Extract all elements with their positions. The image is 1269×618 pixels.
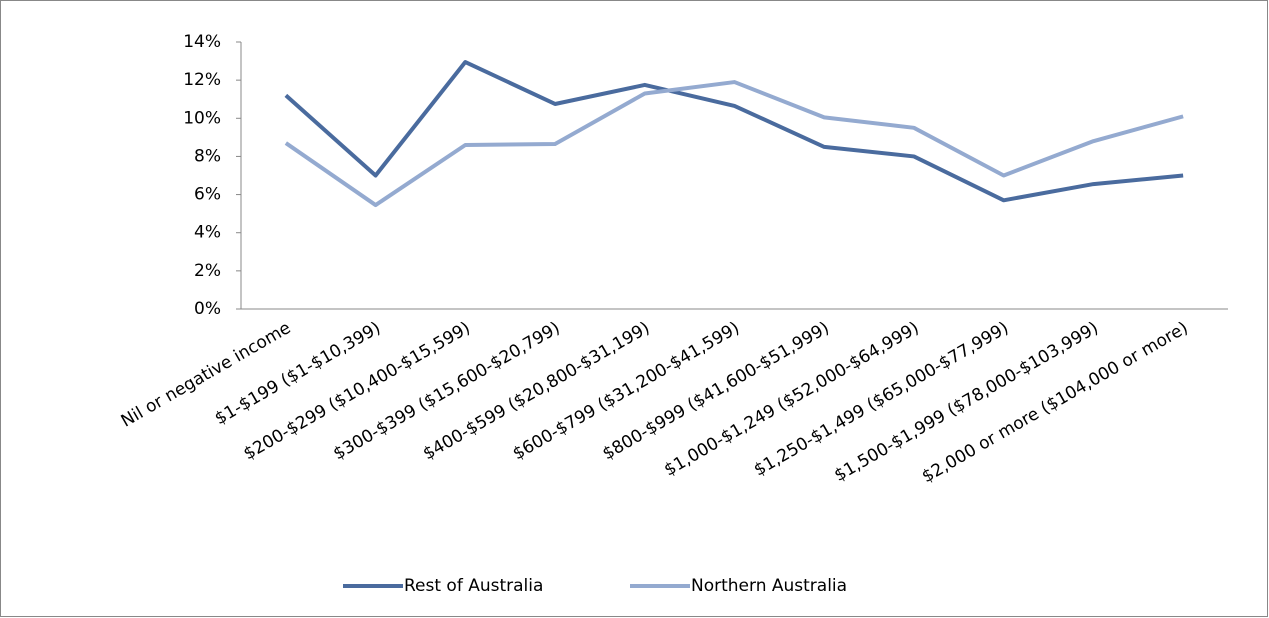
y-tick-label: 8% xyxy=(194,146,221,166)
y-tick-label: 2% xyxy=(194,261,221,281)
legend-label: Northern Australia xyxy=(691,576,847,596)
legend-label: Rest of Australia xyxy=(404,576,543,596)
series-line xyxy=(284,60,1184,203)
y-tick-label: 12% xyxy=(183,70,221,90)
y-tick-label: 6% xyxy=(194,185,221,205)
y-tick-label: 4% xyxy=(194,223,221,243)
y-tick-label: 14% xyxy=(183,32,221,52)
y-tick-label: 0% xyxy=(194,299,221,319)
series-line xyxy=(284,80,1184,208)
y-tick-label: 10% xyxy=(183,108,221,128)
